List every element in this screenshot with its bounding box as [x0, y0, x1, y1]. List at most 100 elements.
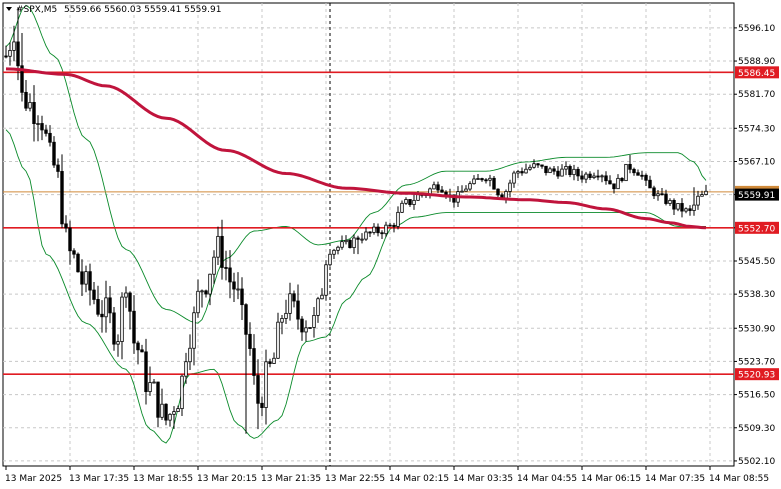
candle — [596, 169, 600, 181]
candle-body — [108, 297, 112, 314]
candle — [576, 166, 580, 182]
candle-body — [308, 327, 312, 329]
candle-body — [176, 408, 180, 412]
candle-body — [328, 253, 332, 266]
y-tick-label: 5538.30 — [738, 290, 775, 300]
candle-body — [164, 403, 168, 421]
candle-body — [4, 55, 8, 58]
candle-body — [292, 293, 296, 302]
current-price-tag-bg — [735, 188, 779, 201]
candle-body — [324, 264, 328, 296]
candle-body — [592, 175, 596, 178]
bollinger-bands — [5, 4, 707, 444]
candle-body — [268, 361, 272, 364]
candle — [488, 174, 492, 187]
candle — [156, 381, 160, 428]
candle — [268, 358, 272, 368]
candle-body — [40, 123, 44, 131]
candle — [160, 388, 164, 420]
candle — [384, 221, 388, 238]
candle — [352, 234, 356, 254]
candle — [108, 286, 112, 324]
candle — [300, 316, 304, 341]
candle — [232, 272, 236, 302]
candle-body — [680, 203, 684, 212]
candle-body — [416, 194, 420, 201]
candle-body — [232, 281, 236, 290]
candle-body — [104, 297, 108, 318]
candle-body — [76, 253, 80, 273]
candle — [176, 405, 180, 412]
candle — [700, 190, 704, 197]
candle-body — [340, 241, 344, 248]
candle-body — [412, 199, 416, 205]
candle-body — [676, 203, 680, 210]
candle — [692, 187, 696, 216]
candle-body — [136, 342, 140, 351]
candle — [540, 164, 544, 169]
y-tick-label: 5545.50 — [738, 257, 775, 267]
candle-body — [580, 175, 584, 180]
candle-body — [348, 239, 352, 249]
candle-body — [216, 235, 220, 258]
candle-body — [496, 188, 500, 196]
x-tick-label: 13 Mar 2025 — [5, 474, 62, 484]
candle — [560, 164, 564, 177]
candle — [616, 174, 620, 190]
candle-body — [184, 361, 188, 377]
candle — [336, 245, 340, 255]
candle — [92, 281, 96, 305]
level-price-tag-label: 5552.70 — [738, 224, 775, 234]
candle-body — [688, 208, 692, 211]
triangle-down-icon[interactable] — [6, 7, 12, 11]
candle — [292, 290, 296, 308]
candle-body — [696, 195, 700, 206]
candle — [476, 173, 480, 180]
candle-body — [368, 231, 372, 234]
candle — [32, 85, 36, 142]
candle — [240, 277, 244, 320]
candle-body — [632, 168, 636, 174]
candle-body — [188, 347, 192, 363]
candle — [388, 222, 392, 227]
candle — [88, 263, 92, 306]
candle-body — [612, 183, 616, 190]
candle-body — [384, 224, 388, 235]
candle — [372, 223, 376, 235]
candle-body — [244, 304, 248, 335]
candle-body — [168, 413, 172, 421]
level-price-tag-bg — [735, 368, 779, 381]
candle — [704, 184, 708, 196]
candle-body — [72, 250, 76, 255]
candle-body — [296, 300, 300, 320]
candle-body — [684, 208, 688, 212]
candle — [304, 320, 308, 342]
candle — [164, 403, 168, 426]
candle — [632, 167, 636, 176]
candle — [460, 185, 464, 193]
candle — [396, 206, 400, 230]
candle-body — [44, 129, 48, 134]
y-tick-label: 5502.10 — [738, 457, 775, 467]
candle-body — [472, 178, 476, 185]
candle-body — [672, 199, 676, 210]
candle — [408, 199, 412, 207]
candle — [80, 259, 84, 297]
candle-body — [504, 191, 508, 199]
candle — [252, 334, 256, 385]
candle — [536, 163, 540, 168]
candle-body — [220, 235, 224, 268]
candle — [212, 250, 216, 285]
candle — [272, 352, 276, 364]
candle — [544, 165, 548, 176]
candle — [200, 289, 204, 308]
candle-body — [492, 177, 496, 190]
plot-area[interactable] — [2, 2, 735, 467]
candle — [128, 291, 132, 330]
candle-body — [132, 310, 136, 344]
candle — [348, 238, 352, 249]
candle — [316, 296, 320, 323]
candle-body — [692, 204, 696, 211]
candle-body — [16, 41, 20, 67]
